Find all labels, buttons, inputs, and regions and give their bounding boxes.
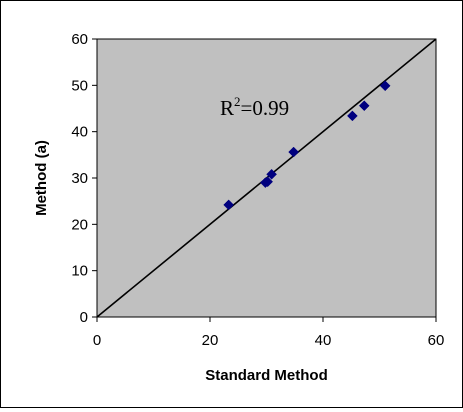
r-squared-box bbox=[194, 83, 298, 135]
x-axis-title: Standard Method bbox=[205, 367, 328, 384]
data-point bbox=[266, 168, 277, 180]
r-squared-superscript: 2 bbox=[234, 94, 241, 109]
x-tick-label: 40 bbox=[315, 332, 332, 349]
y-tick-label: 50 bbox=[71, 77, 88, 94]
y-axis-title: Method (a) bbox=[33, 140, 50, 216]
y-tick-label: 60 bbox=[71, 31, 88, 48]
data-point bbox=[262, 176, 273, 188]
r-squared-value: =0.99 bbox=[241, 96, 290, 120]
x-tick-label: 20 bbox=[202, 332, 219, 349]
y-tick-label: 0 bbox=[80, 309, 88, 326]
r-squared-base: R bbox=[220, 96, 234, 120]
data-point bbox=[223, 199, 234, 211]
data-point bbox=[347, 110, 358, 122]
r-squared-annotation: R2=0.99 bbox=[194, 83, 298, 135]
data-point bbox=[379, 80, 391, 92]
data-point bbox=[288, 146, 299, 158]
x-tick-label: 0 bbox=[93, 332, 101, 349]
svg-text:R2=0.99: R2=0.99 bbox=[220, 94, 289, 120]
y-tick-label: 30 bbox=[71, 170, 88, 187]
data-point bbox=[358, 100, 370, 112]
y-tick-label: 10 bbox=[71, 263, 88, 280]
y-tick-label: 20 bbox=[71, 216, 88, 233]
y-tick-label: 40 bbox=[71, 124, 88, 141]
x-tick-label: 60 bbox=[428, 332, 445, 349]
